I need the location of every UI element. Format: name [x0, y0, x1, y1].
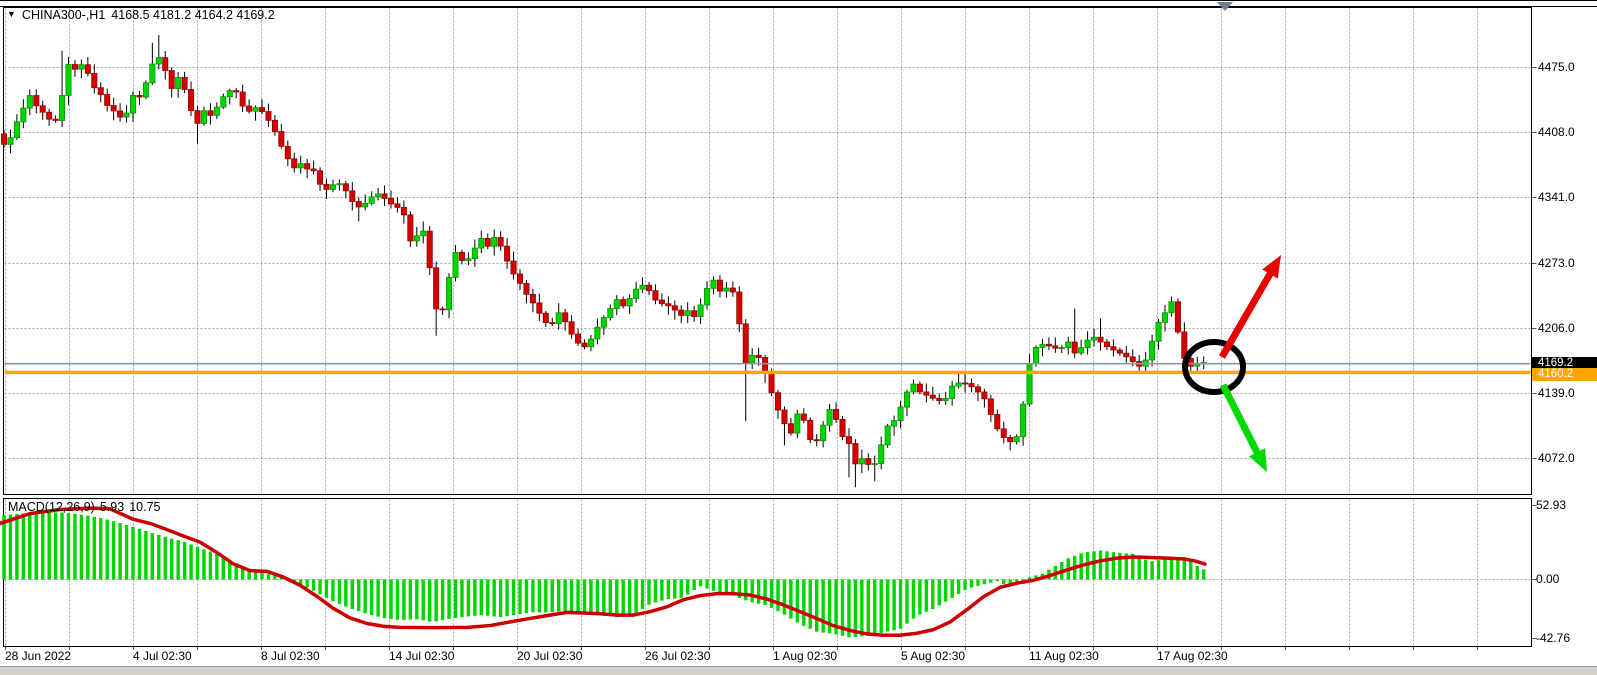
bullish-arrow-annotation[interactable] [1218, 255, 1281, 359]
macd-indicator-label: MACD(12,26,9) 5.93 10.75 [8, 500, 160, 514]
time-axis-label: 11 Aug 02:30 [1029, 649, 1099, 663]
panel-borders [0, 0, 1597, 647]
price-axis-label: 4072.0 [1538, 451, 1575, 465]
candlestick-series [0, 35, 1207, 488]
grid-lines [4, 8, 1531, 646]
time-axis-label: 28 Jun 2022 [5, 649, 72, 663]
macd-axis-label: -42.76 [1536, 631, 1571, 645]
top-period-marker-icon[interactable] [1217, 2, 1233, 11]
time-axis-label: 26 Jul 02:30 [645, 649, 711, 663]
time-axis-label: 14 Jul 02:30 [389, 649, 455, 663]
chart-dropdown-icon[interactable]: ▼ [7, 9, 16, 19]
axis-ticks [5, 67, 1537, 650]
price-axis-label: 4206.0 [1538, 321, 1575, 335]
macd-name: MACD(12,26,9) [8, 500, 95, 514]
macd-signal-value: 10.75 [129, 500, 161, 514]
chart-title-bar: ▼ CHINA300-,H1 4168.5 4181.2 4164.2 4169… [7, 8, 275, 22]
symbol-timeframe-label: CHINA300-,H1 [21, 8, 106, 22]
time-axis-label: 1 Aug 02:30 [773, 649, 838, 663]
macd-main-value: 5.93 [99, 500, 125, 514]
price-axis-label: 4341.0 [1538, 190, 1575, 205]
price-axis-label: 4139.0 [1538, 386, 1575, 400]
price-axis-label: 4475.0 [1538, 60, 1575, 75]
time-axis-label: 4 Jul 02:30 [133, 649, 192, 663]
macd-axis-label: 0.00 [1536, 572, 1560, 586]
circle-annotation[interactable] [1182, 339, 1246, 395]
bearish-arrow-annotation[interactable] [1219, 383, 1267, 472]
current-price-badge: 4169.2 [1532, 356, 1597, 370]
quote-ohlc-label: 4168.5 4181.2 4164.2 4169.2 [111, 8, 275, 22]
time-axis-label: 8 Jul 02:30 [261, 649, 320, 663]
macd-histogram [2, 512, 1206, 638]
hline-price-badge: 4160.2 [1532, 368, 1597, 382]
time-axis-label: 5 Aug 02:30 [901, 649, 966, 663]
time-axis-label: 20 Jul 02:30 [517, 649, 583, 663]
bottom-scroll-bar[interactable] [0, 666, 1597, 675]
time-axis-label: 17 Aug 02:30 [1157, 649, 1228, 663]
price-axis-label: 4408.0 [1538, 125, 1575, 140]
macd-signal-line [0, 506, 1207, 638]
macd-axis-label: 52.93 [1536, 498, 1567, 512]
price-axis-label: 4273.0 [1538, 256, 1575, 270]
